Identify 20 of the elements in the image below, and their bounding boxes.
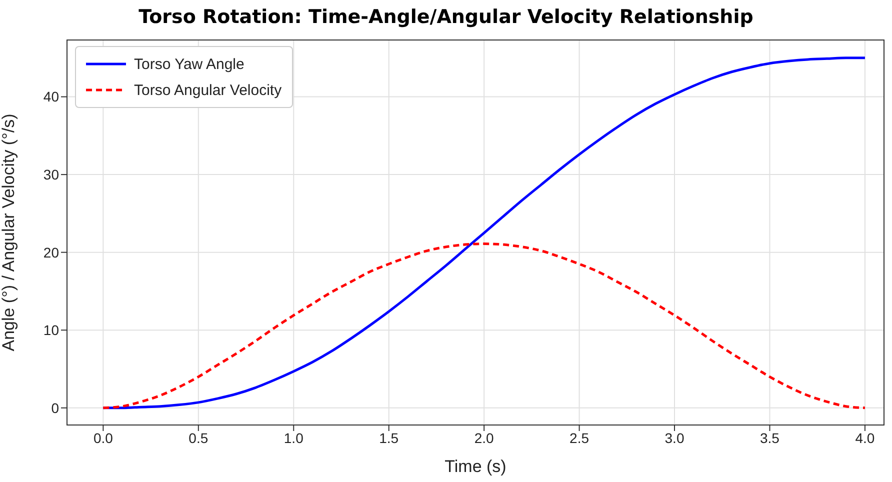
legend-label: Torso Yaw Angle	[134, 56, 244, 72]
x-tick-label: 2.5	[570, 430, 590, 446]
y-axis-title: Angle (°) / Angular Velocity (°/s)	[0, 114, 18, 352]
y-tick-label: 10	[43, 322, 60, 338]
x-tick-label: 3.0	[664, 430, 684, 446]
x-tick-label: 3.5	[760, 430, 780, 446]
y-tick-label: 40	[43, 88, 60, 105]
y-tick-label: 20	[43, 244, 60, 260]
line-series	[102, 242, 866, 410]
y-tick-label: 30	[43, 166, 60, 183]
x-tick-label: 1.0	[284, 430, 304, 446]
legend-label: Torso Angular Velocity	[134, 82, 282, 98]
x-tick-label: 0.0	[93, 430, 114, 446]
x-tick-label: 2.0	[474, 430, 494, 446]
y-tick-label: 0	[51, 400, 60, 416]
chart-title: Torso Rotation: Time-Angle/Angular Velocity Relationship	[138, 6, 754, 28]
x-tick-label: 0.5	[188, 430, 208, 446]
x-tick-label: 1.5	[379, 430, 399, 446]
x-tick-label: 4.0	[855, 430, 875, 446]
x-axis-title: Time (s)	[444, 457, 506, 476]
